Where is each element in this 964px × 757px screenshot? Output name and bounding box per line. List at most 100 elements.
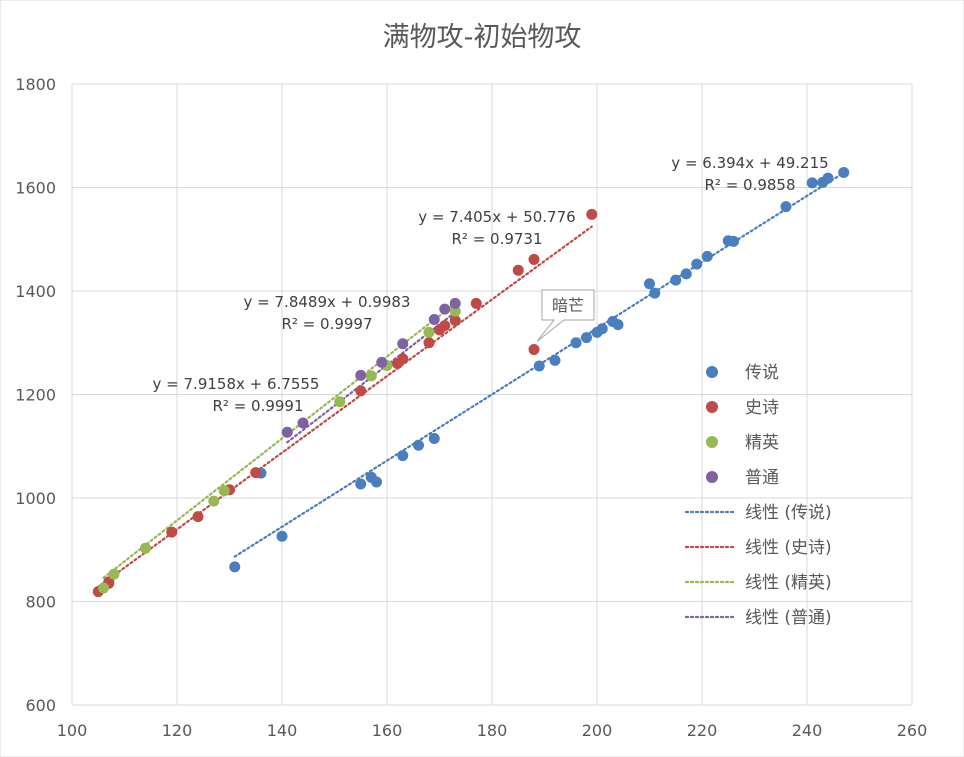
- x-tick-label: 180: [477, 721, 508, 740]
- data-point: [691, 258, 703, 270]
- trendline-equation: y = 7.405x + 50.776: [418, 208, 575, 226]
- data-point: [806, 177, 818, 189]
- data-point: [371, 476, 382, 488]
- data-point: [670, 274, 682, 286]
- legend-entry-label: 线性 (传说): [745, 503, 832, 523]
- data-point: [780, 201, 792, 213]
- data-point: [192, 511, 204, 523]
- x-tick-label: 100: [57, 721, 88, 740]
- data-point: [413, 439, 424, 451]
- trendline-r-squared: R² = 0.9731: [451, 230, 542, 248]
- data-point: [334, 396, 346, 408]
- legend-marker: [706, 401, 718, 413]
- legend-entry-label: 普通: [745, 468, 779, 488]
- callouts: 暗芒: [536, 289, 595, 342]
- data-point: [449, 297, 461, 309]
- data-point: [397, 450, 409, 462]
- data-point: [376, 356, 388, 368]
- x-tick-label: 160: [372, 721, 403, 740]
- legend-marker: [706, 436, 718, 448]
- data-point: [439, 303, 451, 315]
- x-tick-label: 120: [162, 721, 193, 740]
- data-point: [355, 478, 367, 490]
- y-tick-label: 800: [25, 593, 56, 612]
- y-tick-label: 1000: [15, 489, 56, 508]
- data-point: [838, 166, 850, 178]
- data-point: [649, 287, 661, 299]
- x-tick-label: 260: [897, 721, 928, 740]
- trendline-equation: y = 7.8489x + 0.9983: [244, 293, 411, 311]
- data-point: [528, 343, 540, 355]
- y-tick-label: 1800: [15, 75, 56, 94]
- data-point: [355, 385, 367, 397]
- y-tick-label: 1400: [15, 282, 56, 301]
- legend-entry-label: 精英: [745, 433, 779, 453]
- data-point: [297, 417, 309, 429]
- data-point: [218, 485, 230, 497]
- data-point: [581, 332, 592, 344]
- x-tick-label: 140: [267, 721, 298, 740]
- data-point: [612, 319, 624, 331]
- data-point: [140, 542, 151, 554]
- data-point: [570, 337, 582, 349]
- y-tick-label: 1600: [15, 179, 56, 198]
- trendline-equation: y = 6.394x + 49.215: [671, 154, 828, 172]
- data-point: [281, 426, 293, 438]
- legend-marker: [706, 366, 718, 378]
- data-point: [276, 530, 288, 542]
- data-point: [596, 323, 608, 335]
- callout-label: 暗芒: [552, 296, 584, 315]
- data-point: [108, 568, 120, 580]
- chart-title: 满物攻-初始物攻: [383, 22, 582, 53]
- data-point: [365, 370, 377, 382]
- data-point: [423, 326, 435, 338]
- data-point: [680, 268, 692, 280]
- trendline-equations: y = 6.394x + 49.215 R² = 0.9858 y = 7.405x…: [153, 154, 829, 415]
- data-point: [166, 526, 178, 538]
- legend-entry-label: 线性 (普通): [745, 608, 832, 628]
- data-point: [728, 235, 739, 247]
- legend-entry-label: 线性 (史诗): [745, 538, 832, 558]
- data-point: [449, 314, 461, 326]
- data-point: [528, 253, 540, 265]
- data-point: [822, 172, 834, 184]
- data-point: [250, 467, 262, 479]
- data-point: [397, 353, 409, 365]
- data-point: [586, 208, 598, 220]
- trendline-equation: y = 7.9158x + 6.7555: [153, 375, 320, 393]
- trendline: [102, 302, 457, 579]
- x-tick-label: 220: [687, 721, 718, 740]
- data-point: [428, 313, 440, 325]
- data-point: [512, 264, 524, 276]
- data-point: [439, 320, 451, 332]
- data-point: [397, 338, 409, 350]
- y-tick-label: 1200: [15, 386, 56, 405]
- trendline-r-squared: R² = 0.9997: [281, 315, 372, 333]
- axis-tick-labels: 100 120 140 160 180 200 220 240 260 600 800 1000 120…: [15, 75, 927, 740]
- data-points: [92, 166, 850, 598]
- legend-entry-label: 传说: [745, 363, 779, 383]
- data-point: [449, 305, 461, 317]
- trendline-r-squared: R² = 0.9858: [704, 176, 795, 194]
- data-point: [470, 297, 482, 309]
- x-tick-label: 240: [792, 721, 823, 740]
- y-tick-label: 600: [25, 696, 56, 715]
- trendline: [97, 225, 593, 588]
- legend-entry-label: 线性 (精英): [745, 573, 832, 593]
- callout-box: [536, 289, 595, 342]
- data-point: [549, 354, 561, 366]
- data-point: [644, 278, 655, 290]
- data-point: [355, 369, 367, 381]
- legend-marker: [706, 471, 718, 483]
- data-point: [229, 561, 241, 573]
- legend-entry-label: 史诗: [745, 398, 779, 418]
- data-point: [208, 495, 220, 507]
- x-tick-label: 200: [582, 721, 613, 740]
- data-point: [701, 250, 713, 262]
- data-point: [533, 360, 545, 372]
- data-point: [423, 337, 435, 349]
